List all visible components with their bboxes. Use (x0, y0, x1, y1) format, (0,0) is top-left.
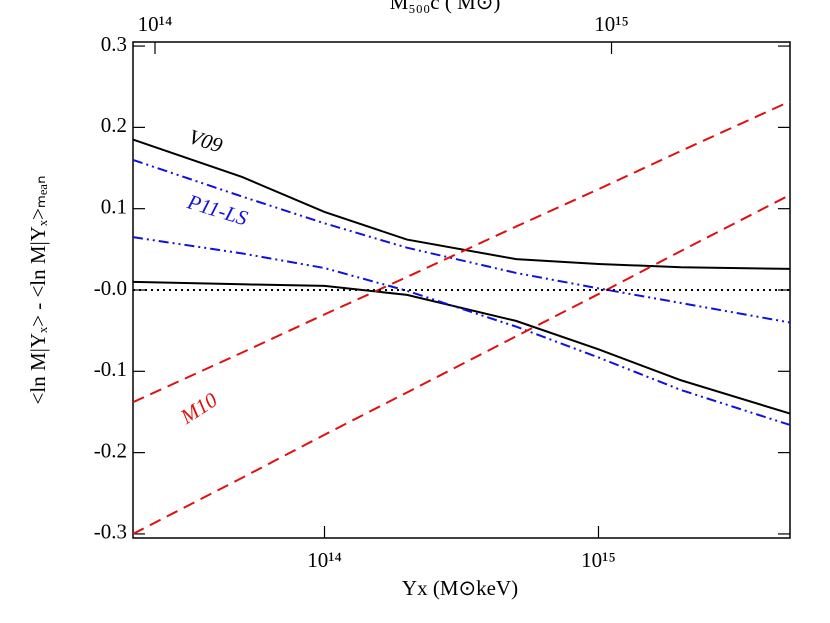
x-tick-label: 10¹⁵ (581, 548, 616, 572)
y-tick-label: -0.1 (94, 357, 127, 381)
y-tick-label: 0.1 (101, 195, 127, 219)
y-axis-label: <ln M|Yₓ> - <ln M|Yₓ>ₘₑₐₙ (26, 176, 50, 405)
y-tick-label: -0.2 (94, 438, 127, 462)
series-line (132, 138, 791, 270)
series-line (132, 158, 791, 324)
series-annotation: V09 (186, 124, 226, 157)
y-tick-label: -0.3 (94, 520, 127, 544)
x-axis-label: Yx (M⊙keV) (402, 576, 518, 600)
y-tick-label: -0.0 (94, 276, 127, 300)
series-annotation: M10 (175, 387, 222, 429)
top-axis-label: M₅₀₀c ( M⊙) (390, 0, 501, 14)
series-line (132, 100, 791, 404)
x2-tick-label: 10¹⁵ (594, 12, 629, 36)
series-line (132, 280, 791, 415)
y-tick-label: 0.3 (101, 32, 127, 56)
x2-tick-label: 10¹⁴ (138, 12, 173, 36)
y-tick-label: 0.2 (101, 113, 127, 137)
series-line (132, 193, 791, 535)
x-tick-label: 10¹⁴ (307, 548, 342, 572)
series-line (132, 236, 791, 426)
